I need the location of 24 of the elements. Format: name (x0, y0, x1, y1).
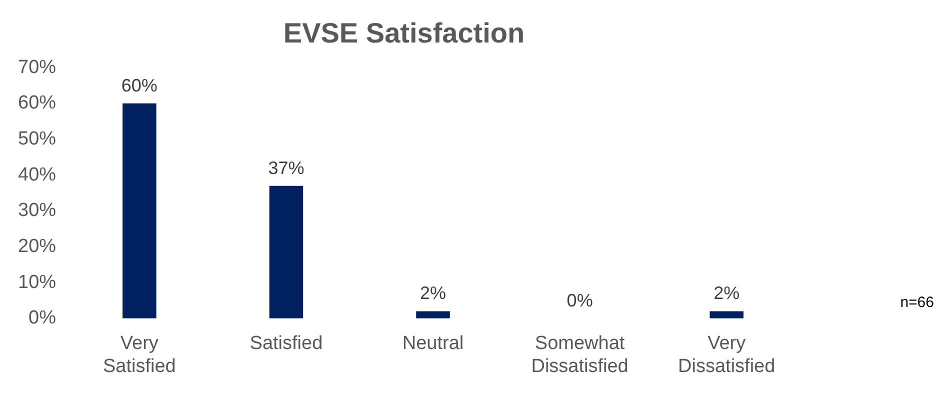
text: n=66 (900, 294, 934, 312)
bar (122, 103, 156, 318)
x-tick-label: Somewhat Dissatisfied (531, 333, 628, 377)
chart-title: EVSE Satisfaction (283, 18, 525, 49)
x-tick-label: Very Dissatisfied (678, 333, 776, 377)
bar (416, 311, 450, 318)
y-tick-label: 10% (18, 272, 56, 293)
data-label: 0% (566, 290, 593, 310)
y-tick-label: 0% (28, 308, 56, 329)
y-tick-label: 40% (18, 164, 56, 186)
x-tick-label: Very Satisfied (102, 333, 176, 377)
data-label: 2% (714, 283, 740, 304)
x-tick-label: Satisfied (250, 333, 323, 354)
bar (269, 186, 304, 318)
y-tick-label: 30% (18, 200, 56, 222)
data-label: 60% (121, 75, 158, 96)
y-tick-label: 70% (18, 56, 56, 78)
data-label: 2% (420, 283, 446, 304)
bar (710, 311, 744, 318)
y-tick-label: 50% (18, 128, 56, 150)
y-tick-label: 20% (18, 236, 56, 257)
x-tick-label: Neutral (402, 333, 464, 354)
data-label: 37% (268, 158, 304, 178)
y-tick-label: 60% (18, 92, 56, 114)
